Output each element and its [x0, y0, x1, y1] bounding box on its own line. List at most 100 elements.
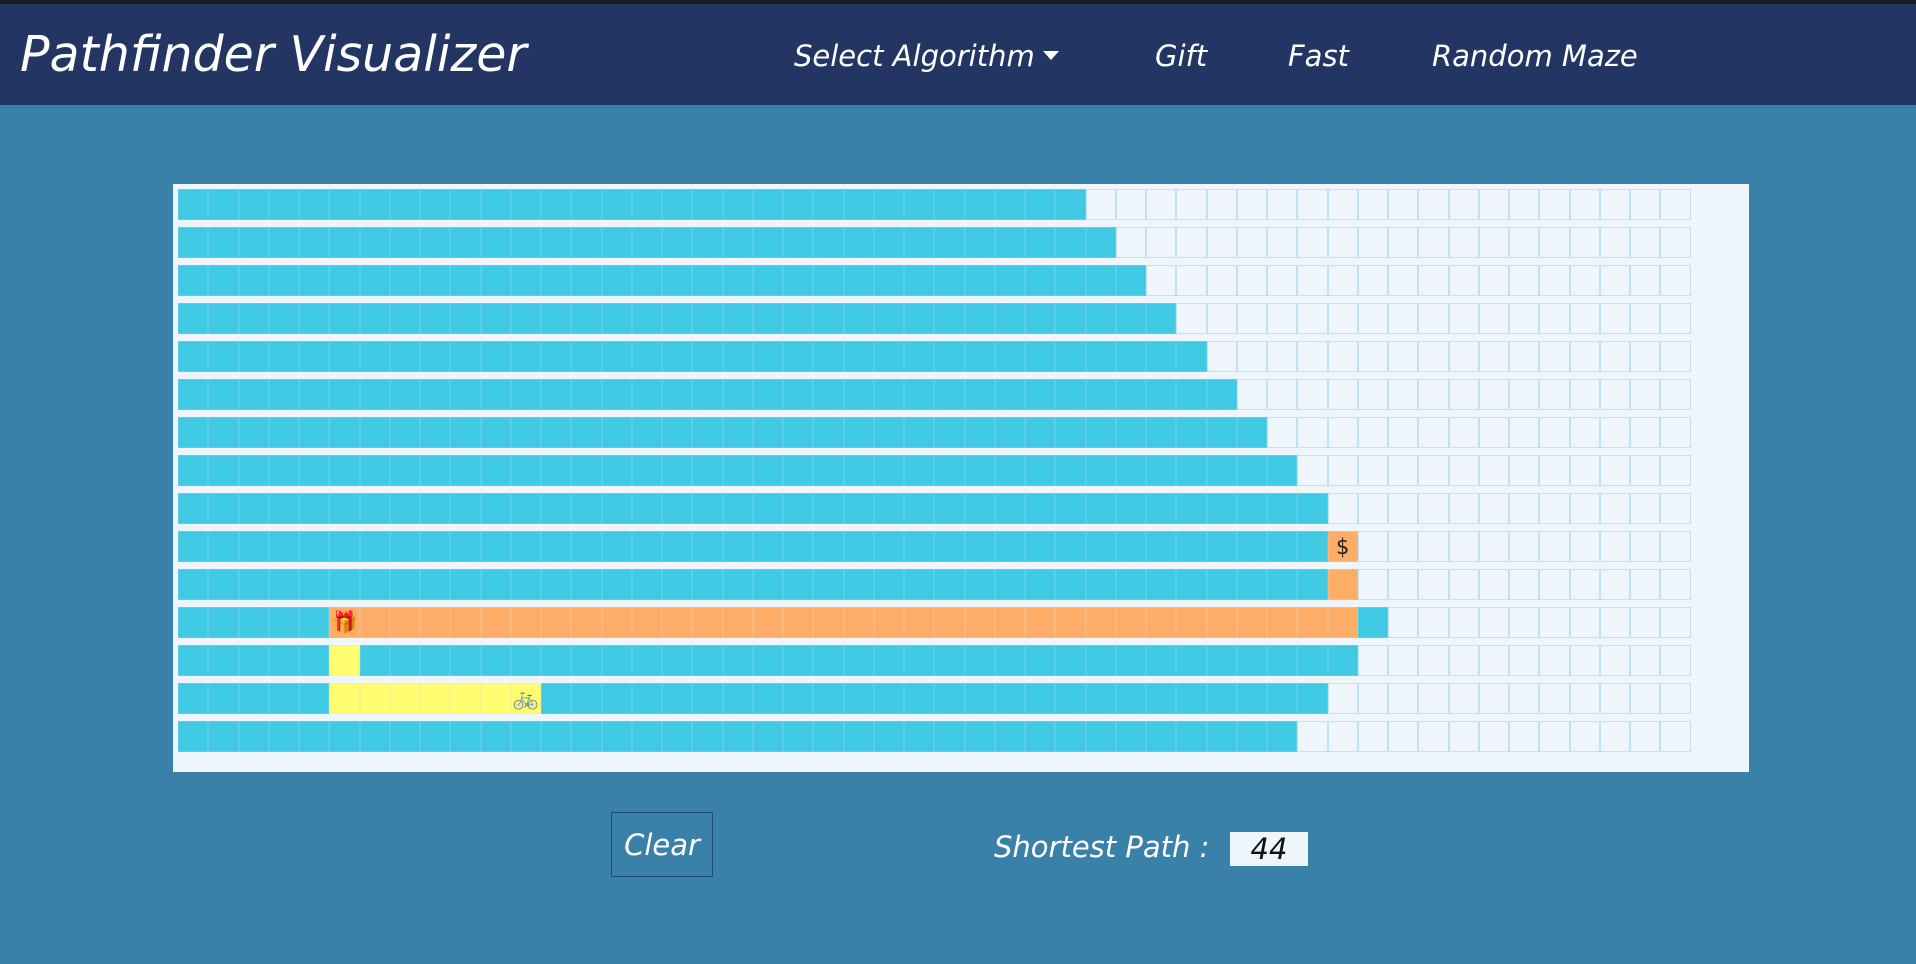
- grid-cell[interactable]: [1418, 227, 1449, 258]
- grid-cell[interactable]: [1599, 569, 1630, 600]
- visited-cell[interactable]: [964, 531, 995, 562]
- visited-cell[interactable]: [359, 531, 390, 562]
- grid-cell[interactable]: [1327, 341, 1358, 372]
- grid-cell[interactable]: [1357, 493, 1388, 524]
- grid-cell[interactable]: [1176, 265, 1207, 296]
- visited-cell[interactable]: [1085, 265, 1116, 296]
- visited-cell[interactable]: [480, 341, 511, 372]
- grid-cell[interactable]: [1660, 531, 1691, 562]
- visited-cell[interactable]: [1055, 417, 1086, 448]
- visited-cell[interactable]: [1146, 721, 1177, 752]
- visited-cell[interactable]: [722, 721, 753, 752]
- grid-cell[interactable]: [1630, 721, 1661, 752]
- visited-cell[interactable]: [208, 607, 239, 638]
- visited-cell[interactable]: [934, 417, 965, 448]
- grid-cell[interactable]: [1388, 189, 1419, 220]
- visited-cell[interactable]: [208, 569, 239, 600]
- grid-cell[interactable]: [1478, 417, 1509, 448]
- visited-cell[interactable]: [1297, 569, 1328, 600]
- visited-cell[interactable]: [541, 683, 572, 714]
- visited-cell[interactable]: [299, 493, 330, 524]
- visited-cell[interactable]: [299, 417, 330, 448]
- grid-cell[interactable]: [1660, 721, 1691, 752]
- visited-cell[interactable]: [1025, 379, 1056, 410]
- visited-cell[interactable]: [450, 379, 481, 410]
- visited-cell[interactable]: [692, 683, 723, 714]
- grid-cell[interactable]: [1599, 683, 1630, 714]
- grid-cell[interactable]: [1418, 607, 1449, 638]
- path-cell[interactable]: [722, 607, 753, 638]
- visited-cell[interactable]: [631, 645, 662, 676]
- visited-cell[interactable]: [752, 341, 783, 372]
- visited-cell[interactable]: [329, 189, 360, 220]
- grid-cell[interactable]: [1236, 379, 1267, 410]
- grid-cell[interactable]: [1327, 265, 1358, 296]
- visited-cell[interactable]: [783, 379, 814, 410]
- grid-cell[interactable]: [1327, 721, 1358, 752]
- visited-cell[interactable]: [450, 569, 481, 600]
- visited-cell[interactable]: [783, 721, 814, 752]
- visited-cell[interactable]: [1025, 569, 1056, 600]
- visited-cell[interactable]: [904, 683, 935, 714]
- path-cell[interactable]: [510, 607, 541, 638]
- grid-cell[interactable]: [1206, 341, 1237, 372]
- visited-cell[interactable]: [359, 265, 390, 296]
- visited-cell[interactable]: [964, 265, 995, 296]
- visited-cell[interactable]: [571, 455, 602, 486]
- visited-cell[interactable]: [904, 303, 935, 334]
- visited-cell[interactable]: [1327, 645, 1358, 676]
- visited-cell[interactable]: [208, 645, 239, 676]
- visited-cell[interactable]: [571, 569, 602, 600]
- visited-cell[interactable]: [238, 303, 269, 334]
- visited-cell[interactable]: [752, 379, 783, 410]
- grid-cell[interactable]: [1599, 189, 1630, 220]
- visited-cell[interactable]: [631, 721, 662, 752]
- grid-cell[interactable]: [1267, 379, 1298, 410]
- visited-cell[interactable]: [873, 455, 904, 486]
- path-cell[interactable]: [1025, 607, 1056, 638]
- visited-cell[interactable]: [510, 455, 541, 486]
- visited-cell[interactable]: [1176, 645, 1207, 676]
- grid-cell[interactable]: [1448, 189, 1479, 220]
- visited-cell[interactable]: [450, 417, 481, 448]
- grid-cell[interactable]: [1146, 227, 1177, 258]
- visited-cell[interactable]: [662, 531, 693, 562]
- visited-cell[interactable]: [692, 455, 723, 486]
- visited-cell[interactable]: [843, 531, 874, 562]
- grid-cell[interactable]: [1297, 455, 1328, 486]
- visited-cell[interactable]: [178, 189, 209, 220]
- visited-cell[interactable]: [631, 227, 662, 258]
- visited-cell[interactable]: [994, 227, 1025, 258]
- grid-cell[interactable]: [1418, 303, 1449, 334]
- visited-cell[interactable]: [178, 379, 209, 410]
- visited-cell[interactable]: [268, 341, 299, 372]
- visited-cell[interactable]: [964, 455, 995, 486]
- visited-cell[interactable]: [843, 645, 874, 676]
- grid-cell[interactable]: [1297, 303, 1328, 334]
- visited-cell[interactable]: [1055, 303, 1086, 334]
- visited-cell[interactable]: [601, 417, 632, 448]
- visited-cell[interactable]: [934, 493, 965, 524]
- grid-cell[interactable]: [1630, 569, 1661, 600]
- grid-cell[interactable]: [1599, 265, 1630, 296]
- visited-cell[interactable]: [1236, 493, 1267, 524]
- visited-cell[interactable]: [178, 455, 209, 486]
- visited-cell[interactable]: [1055, 531, 1086, 562]
- visited-cell[interactable]: [662, 379, 693, 410]
- visited-cell[interactable]: [692, 531, 723, 562]
- visited-cell[interactable]: [873, 379, 904, 410]
- visited-cell[interactable]: [299, 531, 330, 562]
- visited-cell[interactable]: [510, 189, 541, 220]
- visited-cell[interactable]: [420, 417, 451, 448]
- visited-cell[interactable]: [1115, 493, 1146, 524]
- grid-cell[interactable]: [1357, 379, 1388, 410]
- grid-cell[interactable]: [1176, 189, 1207, 220]
- path-cell[interactable]: [994, 607, 1025, 638]
- grid-cell[interactable]: [1448, 379, 1479, 410]
- visited-cell[interactable]: [238, 417, 269, 448]
- visited-cell[interactable]: [1297, 683, 1328, 714]
- visited-cell[interactable]: [601, 531, 632, 562]
- visited-cell[interactable]: [450, 493, 481, 524]
- grid-cell[interactable]: [1509, 683, 1540, 714]
- grid-cell[interactable]: [1357, 189, 1388, 220]
